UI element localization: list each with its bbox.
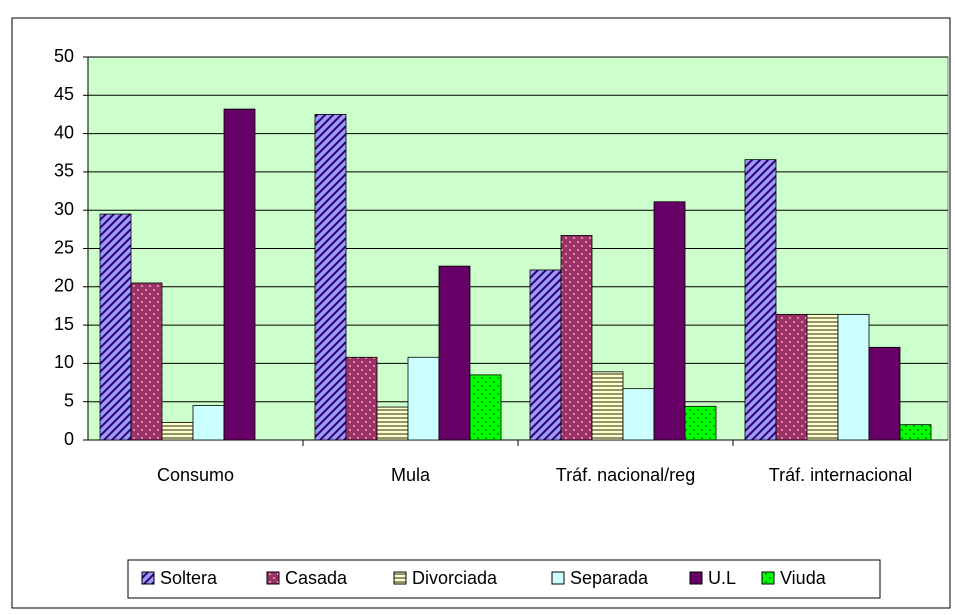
- legend-label: Viuda: [780, 568, 827, 588]
- bar: [837, 313, 870, 441]
- bar: [99, 213, 132, 441]
- legend-swatch: [393, 571, 407, 585]
- x-tick-label: Mula: [391, 465, 431, 485]
- legend-label: Separada: [570, 568, 649, 588]
- y-tick-label: 5: [64, 390, 74, 410]
- bar: [345, 356, 378, 441]
- bar: [469, 374, 502, 441]
- legend-swatch: [551, 571, 565, 585]
- y-tick-label: 30: [54, 199, 74, 219]
- x-tick-label: Tráf. internacional: [769, 465, 912, 485]
- bar: [653, 201, 686, 441]
- y-tick-label: 35: [54, 161, 74, 181]
- y-tick-label: 20: [54, 276, 74, 296]
- bar: [684, 405, 717, 441]
- bar: [622, 388, 655, 441]
- y-tick-label: 40: [54, 122, 74, 142]
- x-tick-label: Consumo: [157, 465, 234, 485]
- legend-label: U.L: [708, 568, 736, 588]
- bar: [744, 159, 777, 441]
- legend-swatch: [761, 571, 775, 585]
- legend-label: Soltera: [160, 568, 218, 588]
- legend-label: Casada: [285, 568, 348, 588]
- y-tick-label: 15: [54, 314, 74, 334]
- bar: [899, 424, 932, 441]
- bar: [560, 235, 593, 441]
- legend-label: Divorciada: [412, 568, 498, 588]
- bar: [192, 405, 225, 441]
- bar: [591, 371, 624, 441]
- bar: [806, 313, 839, 441]
- y-tick-label: 50: [54, 46, 74, 66]
- bar: [407, 356, 440, 441]
- x-tick-label: Tráf. nacional/reg: [556, 465, 695, 485]
- bar: [868, 346, 901, 441]
- bar: [314, 114, 347, 441]
- bar: [438, 265, 471, 441]
- bar: [775, 313, 808, 441]
- bar: [223, 108, 256, 441]
- legend-swatch: [689, 571, 703, 585]
- legend-swatch: [266, 571, 280, 585]
- bar: [130, 282, 163, 441]
- legend-box: [127, 559, 881, 599]
- bar: [376, 406, 409, 441]
- bar: [161, 421, 194, 441]
- bar: [529, 269, 562, 441]
- y-tick-label: 25: [54, 237, 74, 257]
- y-tick-label: 10: [54, 352, 74, 372]
- legend-swatch: [141, 571, 155, 585]
- y-tick-label: 45: [54, 84, 74, 104]
- y-tick-label: 0: [64, 429, 74, 449]
